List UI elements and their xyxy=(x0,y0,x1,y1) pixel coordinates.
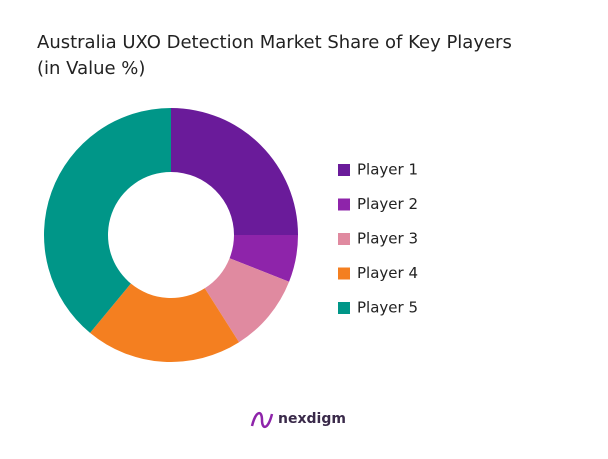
legend-label: Player 3 xyxy=(357,230,418,248)
logo-icon xyxy=(250,412,274,428)
chart-subtitle: (in Value %) xyxy=(37,58,145,79)
legend-swatch xyxy=(338,198,350,211)
chart-title: Australia UXO Detection Market Share of … xyxy=(37,32,512,53)
legend-swatch xyxy=(338,302,350,314)
legend-swatch xyxy=(338,233,350,245)
legend-label: Player 5 xyxy=(357,299,418,317)
donut-slice xyxy=(204,258,290,343)
brand-name: nexdigm xyxy=(278,411,346,427)
legend-swatch xyxy=(338,164,350,176)
donut-slice xyxy=(229,235,298,282)
legend-label: Player 4 xyxy=(357,264,418,282)
legend-label: Player 1 xyxy=(357,161,418,179)
legend-swatch xyxy=(338,267,350,280)
donut-slice xyxy=(171,108,298,235)
donut-slice xyxy=(44,108,171,333)
legend-label: Player 2 xyxy=(357,195,418,213)
brand-logo: nexdigm xyxy=(250,411,346,428)
donut-slice xyxy=(90,283,240,362)
